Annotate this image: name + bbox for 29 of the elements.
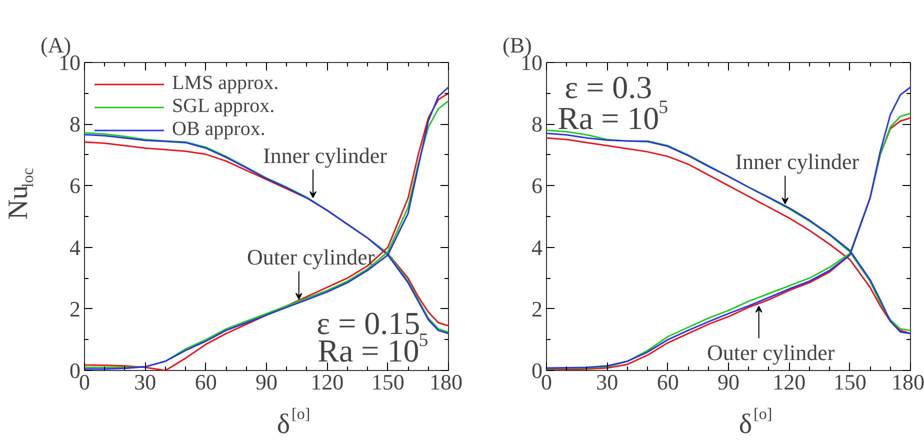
annotation: ε = 0.3 [564,69,652,106]
y-tick-label: 8 [532,112,542,137]
legend-label: LMS approx. [172,72,279,95]
annotation: Inner cylinder [263,143,388,168]
x-tick-label: 120 [310,370,344,394]
annotation: Inner cylinder [735,149,860,174]
legend-label: SGL approx. [172,95,275,118]
x-tick-label: 150 [371,370,404,394]
y-tick-label: 6 [532,173,542,198]
legend-label: OB approx. [172,118,266,141]
y-tick-label: 2 [532,296,542,322]
y-axis-title: Nuloc [3,168,37,220]
y-tick-label: 8 [70,112,80,137]
x-tick-label: 90 [718,370,740,394]
y-tick-label: 4 [532,234,542,260]
y-tick-label: 6 [70,173,80,198]
x-tick-label: 60 [656,370,679,394]
x-tick-label: 180 [430,370,462,394]
x-tick-label: 120 [772,370,806,394]
y-tick-label: 2 [70,296,80,322]
annotation: Outer cylinder [247,244,376,270]
x-tick-label: 30 [134,370,156,394]
annotation: Outer cylinder [707,340,836,365]
x-tick-label: 150 [833,370,866,394]
y-tick-label: 4 [70,234,80,260]
x-tick-label: 60 [194,370,217,394]
x-tick-label: 90 [256,370,278,394]
x-tick-label: 180 [892,370,924,394]
x-tick-label: 30 [596,370,618,394]
